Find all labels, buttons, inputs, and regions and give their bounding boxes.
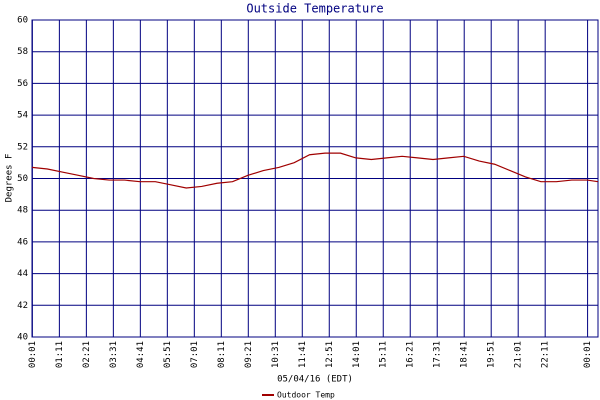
- x-tick-label: 05:51: [163, 341, 173, 368]
- x-tick-label: 14:01: [352, 341, 362, 368]
- x-tick-label: 04:41: [136, 341, 146, 368]
- legend-label: Outdoor Temp: [277, 391, 335, 400]
- x-tick-label: 08:11: [217, 341, 227, 368]
- x-tick-label: 00:01: [583, 341, 593, 368]
- x-tick-label: 21:01: [514, 341, 524, 368]
- x-tick-label: 02:21: [82, 341, 92, 368]
- y-tick-label: 56: [17, 79, 28, 89]
- y-tick-label: 44: [17, 269, 28, 279]
- x-tick-label: 11:41: [298, 341, 308, 368]
- x-tick-label: 01:11: [55, 341, 65, 368]
- x-tick-label: 15:11: [379, 341, 389, 368]
- y-axis-label: Degrees F: [5, 154, 15, 203]
- y-tick-label: 60: [17, 16, 28, 26]
- x-tick-label: 03:31: [109, 341, 119, 368]
- y-tick-label: 50: [17, 174, 28, 184]
- x-tick-label: 17:31: [433, 341, 443, 368]
- x-tick-label: 12:51: [325, 341, 335, 368]
- x-axis-label: 05/04/16 (EDT): [277, 375, 353, 385]
- x-tick-label: 00:01: [28, 341, 38, 368]
- y-tick-label: 42: [17, 301, 28, 311]
- y-tick-label: 46: [17, 237, 28, 247]
- y-tick-label: 40: [17, 333, 28, 343]
- x-tick-label: 10:31: [271, 341, 281, 368]
- x-tick-label: 22:11: [541, 341, 551, 368]
- y-tick-label: 52: [17, 142, 28, 152]
- y-tick-label: 54: [17, 111, 28, 121]
- chart-title: Outside Temperature: [246, 2, 383, 16]
- x-tick-label: 07:01: [190, 341, 200, 368]
- x-tick-label: 16:21: [406, 341, 416, 368]
- x-tick-label: 19:51: [487, 341, 497, 368]
- data-line: [31, 152, 599, 189]
- x-tick-label: 09:21: [244, 341, 254, 368]
- x-tick-label: 18:41: [460, 341, 470, 368]
- y-tick-label: 58: [17, 47, 28, 57]
- y-tick-label: 48: [17, 206, 28, 216]
